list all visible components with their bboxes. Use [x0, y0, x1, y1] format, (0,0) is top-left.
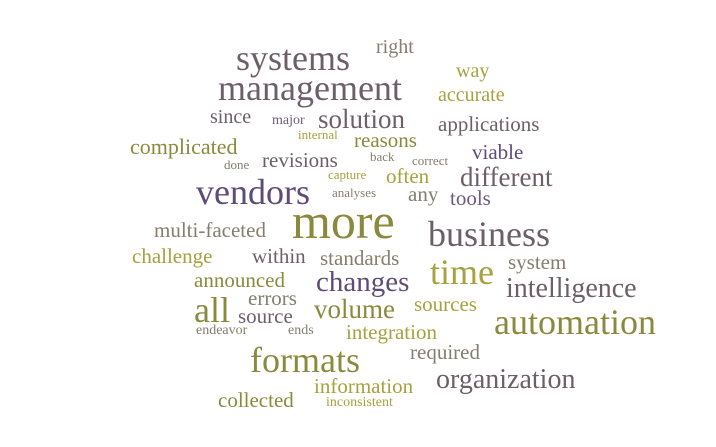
word-changes: changes [316, 266, 410, 298]
word-right: right [376, 36, 414, 58]
word-multi-faceted: multi-faceted [154, 218, 266, 242]
word-sources: sources [414, 292, 477, 316]
word-correct: correct [412, 153, 449, 168]
word-required: required [410, 340, 480, 364]
word-organization: organization [436, 364, 576, 395]
word-automation: automation [494, 302, 656, 342]
word-way: way [456, 60, 490, 82]
word-complicated: complicated [130, 134, 238, 159]
word-revisions: revisions [262, 148, 338, 172]
word-different: different [460, 162, 553, 192]
word-all: all [194, 290, 230, 330]
word-time: time [430, 252, 494, 292]
word-reasons: reasons [354, 128, 417, 152]
word-inconsistent: inconsistent [326, 395, 393, 410]
word-standards: standards [320, 246, 400, 270]
word-tools: tools [450, 186, 491, 210]
word-integration: integration [346, 320, 437, 344]
word-information: information [314, 374, 414, 398]
word-applications: applications [438, 112, 540, 136]
word-back: back [370, 149, 395, 164]
word-collected: collected [218, 388, 294, 412]
word-challenge: challenge [132, 244, 213, 268]
word-ends: ends [288, 323, 314, 338]
word-solution: solution [318, 104, 406, 134]
word-within: within [252, 244, 306, 268]
word-viable: viable [472, 140, 524, 164]
word-intelligence: intelligence [506, 273, 637, 304]
word-major: major [272, 113, 305, 128]
word-system: system [508, 250, 567, 274]
word-analyses: analyses [332, 185, 377, 200]
word-errors: errors [248, 286, 297, 310]
word-volume: volume [314, 294, 395, 324]
word-accurate: accurate [438, 84, 505, 106]
word-systems: systems [236, 38, 351, 78]
word-management: management [218, 68, 402, 108]
word-vendors: vendors [196, 172, 310, 212]
word-any: any [408, 182, 439, 206]
word-often: often [386, 164, 430, 188]
word-endeavor: endeavor [196, 323, 248, 338]
word-internal: internal [298, 127, 338, 142]
word-formats: formats [250, 340, 360, 380]
word-capture: capture [328, 167, 367, 182]
word-source: source [238, 304, 293, 328]
word-since: since [210, 106, 252, 128]
word-announced: announced [194, 268, 285, 292]
word-done: done [224, 157, 250, 172]
word-more: more [292, 193, 395, 249]
word-business: business [428, 214, 551, 254]
